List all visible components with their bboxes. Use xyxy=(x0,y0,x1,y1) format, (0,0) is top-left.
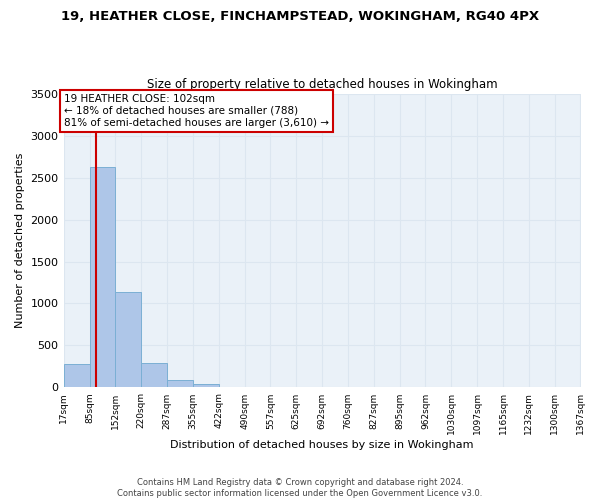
Bar xyxy=(141,362,167,388)
Bar xyxy=(64,364,89,388)
Title: Size of property relative to detached houses in Wokingham: Size of property relative to detached ho… xyxy=(147,78,497,91)
Bar xyxy=(115,292,141,388)
Bar xyxy=(218,386,245,388)
Bar xyxy=(89,166,115,388)
X-axis label: Distribution of detached houses by size in Wokingham: Distribution of detached houses by size … xyxy=(170,440,474,450)
Bar xyxy=(167,380,193,388)
Text: 19, HEATHER CLOSE, FINCHAMPSTEAD, WOKINGHAM, RG40 4PX: 19, HEATHER CLOSE, FINCHAMPSTEAD, WOKING… xyxy=(61,10,539,23)
Text: 19 HEATHER CLOSE: 102sqm
← 18% of detached houses are smaller (788)
81% of semi-: 19 HEATHER CLOSE: 102sqm ← 18% of detach… xyxy=(64,94,329,128)
Y-axis label: Number of detached properties: Number of detached properties xyxy=(15,153,25,328)
Bar xyxy=(193,384,218,388)
Text: Contains HM Land Registry data © Crown copyright and database right 2024.
Contai: Contains HM Land Registry data © Crown c… xyxy=(118,478,482,498)
